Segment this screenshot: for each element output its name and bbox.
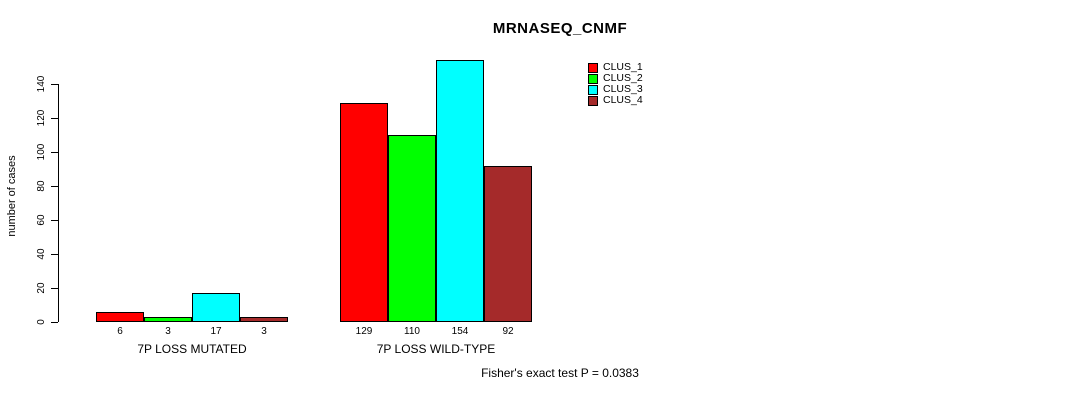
y-axis-tick xyxy=(51,152,58,153)
bar-value-label: 154 xyxy=(451,326,469,337)
bar-clus_2 xyxy=(388,135,436,322)
bar-clus_4 xyxy=(240,316,288,322)
bar-value-label: 3 xyxy=(165,326,171,337)
legend-swatch xyxy=(588,63,598,73)
bar-value-label: 129 xyxy=(355,326,373,337)
y-axis-tick-label: 100 xyxy=(35,143,47,161)
group-label: 7P LOSS WILD-TYPE xyxy=(376,342,496,356)
y-axis-tick-label: 60 xyxy=(35,214,47,226)
bar-value-label: 92 xyxy=(502,326,514,337)
y-axis-tick-label: 40 xyxy=(35,248,47,260)
legend-label: CLUS_3 xyxy=(603,83,643,95)
y-axis-tick-label: 80 xyxy=(35,180,47,192)
legend-label: CLUS_4 xyxy=(603,94,643,106)
bar-clus_4 xyxy=(484,165,532,322)
bar-value-label: 17 xyxy=(210,326,222,337)
legend-swatch xyxy=(588,96,598,106)
y-axis-line xyxy=(58,84,59,322)
bar-clus_3 xyxy=(436,60,484,322)
y-axis-tick-label: 0 xyxy=(35,319,47,325)
legend-label: CLUS_1 xyxy=(603,61,643,73)
legend-swatch xyxy=(588,85,598,95)
annotation-fisher-test: Fisher's exact test P = 0.0383 xyxy=(481,366,639,380)
y-axis-tick xyxy=(51,84,58,85)
bar-clus_1 xyxy=(96,311,144,322)
y-axis-tick-label: 140 xyxy=(35,75,47,93)
bar-value-label: 3 xyxy=(261,326,267,337)
y-axis-tick xyxy=(51,186,58,187)
bar-clus_1 xyxy=(340,102,388,322)
y-axis-title: number of cases xyxy=(6,155,18,237)
legend-label: CLUS_2 xyxy=(603,72,643,84)
y-axis-tick xyxy=(51,322,58,323)
group-label: 7P LOSS MUTATED xyxy=(137,342,247,356)
y-axis-tick xyxy=(51,288,58,289)
chart-title: MRNASEQ_CNMF xyxy=(492,20,628,37)
bar-clus_2 xyxy=(144,316,192,322)
y-axis-tick-label: 120 xyxy=(35,109,47,127)
bar-value-label: 6 xyxy=(117,326,123,337)
bar-value-label: 110 xyxy=(404,326,420,337)
y-axis-tick xyxy=(51,254,58,255)
legend-swatch xyxy=(588,74,598,84)
y-axis-tick xyxy=(51,220,58,221)
bar-clus_3 xyxy=(192,293,240,322)
y-axis-tick-label: 20 xyxy=(35,282,47,294)
y-axis-tick xyxy=(51,118,58,119)
